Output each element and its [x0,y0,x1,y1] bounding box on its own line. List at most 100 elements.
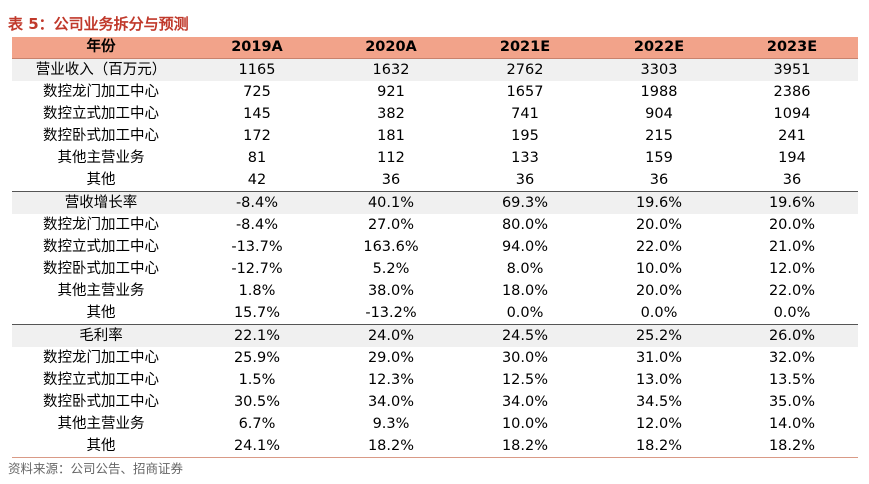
section-margin: 毛利率 22.1% 24.0% 24.5% 25.2% 26.0% 数控龙门加工中心 25.9… [12,324,858,458]
row-label: 其他主营业务 [57,416,145,432]
cell-value: 14.0% [768,416,816,432]
cell-value: 13.0% [635,372,683,388]
cell-value: 24.1% [190,435,324,458]
financial-table: 年份 2019A 2020A 2021E 2022E 2023E 营业收入（百万… [12,37,858,458]
row-label: 数控龙门加工中心 [43,84,159,100]
cell-value: 34.0% [367,394,415,410]
cell-value: 112 [377,150,405,166]
cell-value: 6.7% [238,416,276,432]
cell-value: 31.0% [635,350,683,366]
cell-value: 133 [511,150,539,166]
cell-value: 0.0% [640,305,678,321]
row-label: 数控龙门加工中心 [43,217,159,233]
row-label: 毛利率 [12,324,190,347]
cell-value: 159 [645,150,673,166]
cell-value: 34.0% [501,394,549,410]
cell-value: 26.0% [726,324,858,347]
row-label: 数控立式加工中心 [43,372,159,388]
section-total-row: 营业收入（百万元） 1165 1632 2762 3303 3951 [12,58,858,81]
cell-value: 1657 [506,84,544,100]
row-label: 数控立式加工中心 [43,106,159,122]
cell-value: 725 [243,84,271,100]
table-row: 数控龙门加工中心 -8.4% 27.0% 80.0% 20.0% 20.0% [12,214,858,236]
table-row: 数控卧式加工中心 30.5% 34.0% 34.0% 34.5% 35.0% [12,391,858,413]
row-label: 营业收入（百万元） [12,58,190,81]
cell-value: -8.4% [190,191,324,214]
cell-value: 1094 [773,106,811,122]
cell-value: 69.3% [458,191,592,214]
cell-value: 24.0% [324,324,458,347]
cell-value: 29.0% [367,350,415,366]
cell-value: 18.2% [726,435,858,458]
cell-value: 80.0% [501,217,549,233]
cell-value: -13.2% [365,305,417,321]
cell-value: 36 [649,172,669,188]
cell-value: -8.4% [235,217,279,233]
cell-value: 241 [778,128,806,144]
cell-value: 3303 [592,58,726,81]
cell-value: 18.2% [592,435,726,458]
table-row: 数控立式加工中心 1.5% 12.3% 12.5% 13.0% 13.5% [12,369,858,391]
cell-value: 21.0% [768,239,816,255]
cell-value: 36 [782,172,802,188]
cell-value: 36 [515,172,535,188]
cell-value: 2762 [458,58,592,81]
cell-value: 1632 [324,58,458,81]
table-row: 数控卧式加工中心 -12.7% 5.2% 8.0% 10.0% 12.0% [12,258,858,280]
cell-value: 36 [381,172,401,188]
cell-value: 18.2% [458,435,592,458]
cell-value: 38.0% [367,283,415,299]
header-label: 年份 [12,37,190,59]
cell-value: 10.0% [635,261,683,277]
cell-value: 25.2% [592,324,726,347]
cell-value: 25.9% [233,350,281,366]
header-year: 2023E [726,37,858,59]
cell-value: 0.0% [506,305,544,321]
row-label: 数控龙门加工中心 [43,350,159,366]
cell-value: 5.2% [372,261,410,277]
table-row: 数控龙门加工中心 725 921 1657 1988 2386 [12,81,858,103]
cell-value: -13.7% [231,239,283,255]
cell-value: 2386 [773,84,811,100]
row-label: 数控卧式加工中心 [43,394,159,410]
cell-value: 18.0% [501,283,549,299]
section-growth: 营收增长率 -8.4% 40.1% 69.3% 19.6% 19.6% 数控龙门加工中心 -8… [12,191,858,325]
cell-value: 40.1% [324,191,458,214]
cell-value: 741 [511,106,539,122]
cell-value: 904 [645,106,673,122]
cell-value: 22.0% [768,283,816,299]
header-year: 2022E [592,37,726,59]
cell-value: 8.0% [506,261,544,277]
cell-value: 30.5% [233,394,281,410]
cell-value: 12.0% [635,416,683,432]
cell-value: 921 [377,84,405,100]
row-label: 其他主营业务 [57,283,145,299]
cell-value: 42 [247,172,267,188]
table-row: 其他 24.1% 18.2% 18.2% 18.2% 18.2% [12,435,858,458]
row-label: 其他 [12,435,190,458]
cell-value: 3951 [726,58,858,81]
section-revenue: 营业收入（百万元） 1165 1632 2762 3303 3951 数控龙门加工中心 725… [12,58,858,192]
cell-value: 22.1% [190,324,324,347]
cell-value: 0.0% [773,305,811,321]
table-row: 数控卧式加工中心 172 181 195 215 241 [12,125,858,147]
table-row: 其他主营业务 81 112 133 159 194 [12,147,858,169]
header-year: 2021E [458,37,592,59]
cell-value: 12.5% [501,372,549,388]
header-year: 2020A [324,37,458,59]
cell-value: 172 [243,128,271,144]
row-label: 数控卧式加工中心 [43,128,159,144]
cell-value: 18.2% [324,435,458,458]
cell-value: 13.5% [768,372,816,388]
cell-value: 35.0% [768,394,816,410]
cell-value: 145 [243,106,271,122]
table-row: 数控立式加工中心 -13.7% 163.6% 94.0% 22.0% 21.0% [12,236,858,258]
cell-value: 12.0% [768,261,816,277]
table-row: 其他主营业务 6.7% 9.3% 10.0% 12.0% 14.0% [12,413,858,435]
table-title: 表 5：公司业务拆分与预测 [8,15,189,33]
source-note: 资料来源：公司公告、招商证券 [8,461,184,476]
cell-value: 81 [247,150,267,166]
row-label: 数控立式加工中心 [43,239,159,255]
cell-value: 19.6% [592,191,726,214]
cell-value: 20.0% [635,283,683,299]
